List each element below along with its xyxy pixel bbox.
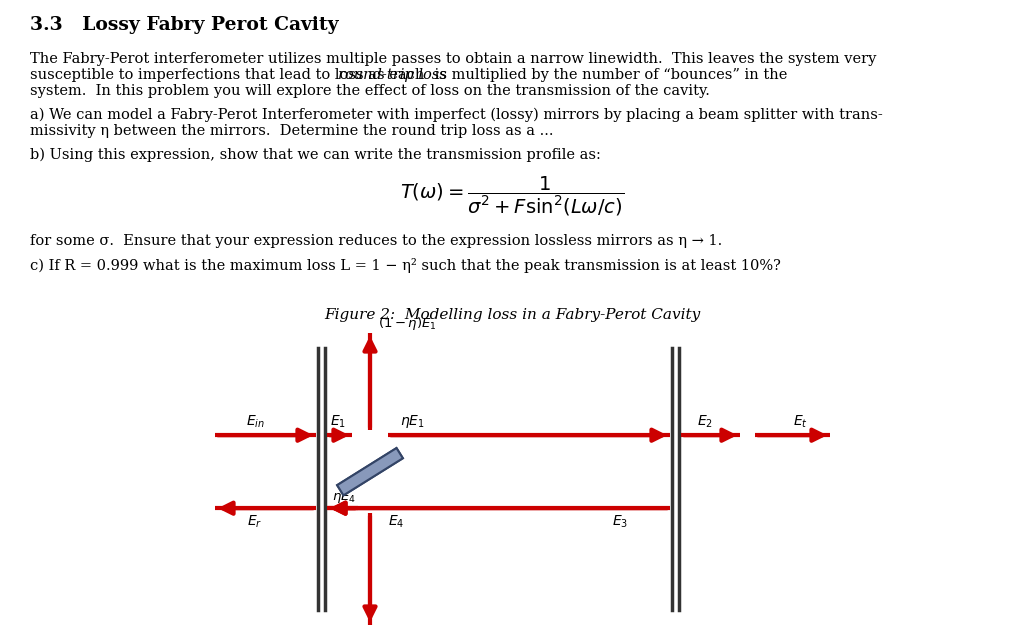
Polygon shape <box>337 448 402 495</box>
Text: $E_2$: $E_2$ <box>697 414 713 430</box>
Text: $E_3$: $E_3$ <box>612 513 628 530</box>
Text: c) If R = 0.999 what is the maximum loss L = 1 − η² such that the peak transmiss: c) If R = 0.999 what is the maximum loss… <box>30 258 781 273</box>
Text: $E_4$: $E_4$ <box>388 513 404 530</box>
Text: $(1-\eta)E_4$: $(1-\eta)E_4$ <box>378 628 437 630</box>
Text: $E_t$: $E_t$ <box>793 414 808 430</box>
Text: $T(\omega) = \dfrac{1}{\sigma^2 + F\sin^2\!\left(L\omega/c\right)}$: $T(\omega) = \dfrac{1}{\sigma^2 + F\sin^… <box>400 175 624 218</box>
Text: $E_r$: $E_r$ <box>248 513 262 530</box>
Text: $E_1$: $E_1$ <box>330 414 346 430</box>
Polygon shape <box>337 448 402 495</box>
Text: $(1-\eta)E_1$: $(1-\eta)E_1$ <box>378 315 437 332</box>
Text: $\eta E_4$: $\eta E_4$ <box>332 490 356 505</box>
Text: a) We can model a Fabry-Perot Interferometer with imperfect (lossy) mirrors by p: a) We can model a Fabry-Perot Interferom… <box>30 108 883 122</box>
Text: system.  In this problem you will explore the effect of loss on the transmission: system. In this problem you will explore… <box>30 84 710 98</box>
Text: for some σ.  Ensure that your expression reduces to the expression lossless mirr: for some σ. Ensure that your expression … <box>30 234 722 248</box>
Text: missivity η between the mirrors.  Determine the round trip loss as a ...: missivity η between the mirrors. Determi… <box>30 124 554 138</box>
Text: 3.3   Lossy Fabry Perot Cavity: 3.3 Lossy Fabry Perot Cavity <box>30 16 339 34</box>
Text: $E_{in}$: $E_{in}$ <box>246 414 264 430</box>
Text: b) Using this expression, show that we can write the transmission profile as:: b) Using this expression, show that we c… <box>30 148 601 163</box>
Text: is multiplied by the number of “bounces” in the: is multiplied by the number of “bounces”… <box>430 68 787 82</box>
Text: round-trip loss: round-trip loss <box>338 68 446 82</box>
Text: susceptible to imperfections that lead to loss as each: susceptible to imperfections that lead t… <box>30 68 429 82</box>
Text: $\eta E_1$: $\eta E_1$ <box>400 413 425 430</box>
Text: The Fabry-Perot interferometer utilizes multiple passes to obtain a narrow linew: The Fabry-Perot interferometer utilizes … <box>30 52 877 66</box>
Text: Figure 2:  Modelling loss in a Fabry-Perot Cavity: Figure 2: Modelling loss in a Fabry-Pero… <box>324 308 700 322</box>
